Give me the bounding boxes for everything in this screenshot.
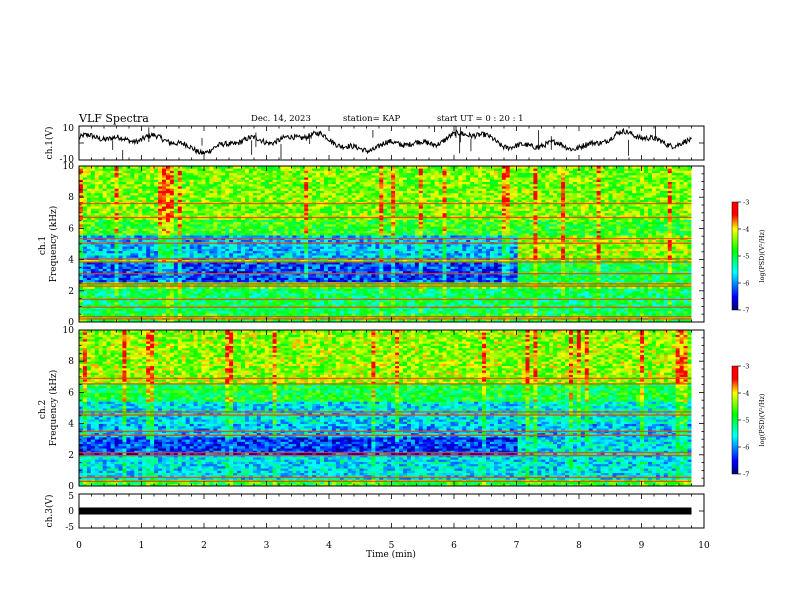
ch1-waveform-trace — [79, 129, 692, 154]
ch1-ytick-top: 10 — [63, 124, 75, 134]
ch1-waveform-ylabel: ch.1(V) — [44, 127, 55, 160]
ch1-waveform-panel: 10 -10 ch.1(V) — [44, 124, 704, 165]
vlf-figure: 10 -10 ch.1(V) 0246810 ch.1 Frequency (k… — [0, 0, 792, 612]
ch1-waveform-line — [79, 126, 692, 160]
ch1-spectrogram-image — [79, 166, 704, 322]
